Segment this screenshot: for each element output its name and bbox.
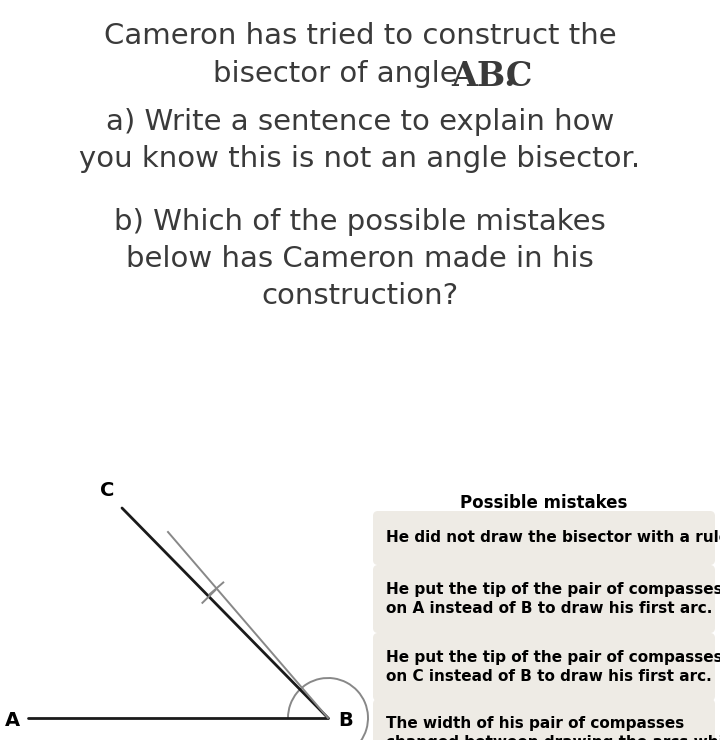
Text: bisector of angle: bisector of angle (213, 60, 467, 88)
FancyBboxPatch shape (373, 565, 715, 633)
Text: b) Which of the possible mistakes
below has Cameron made in his
construction?: b) Which of the possible mistakes below … (114, 208, 606, 309)
Text: Possible mistakes: Possible mistakes (460, 494, 628, 512)
FancyBboxPatch shape (373, 633, 715, 701)
Text: A: A (5, 710, 20, 730)
FancyBboxPatch shape (373, 699, 715, 740)
Text: C: C (99, 481, 114, 500)
Text: He put the tip of the pair of compasses
on A instead of B to draw his first arc.: He put the tip of the pair of compasses … (386, 582, 720, 616)
Text: bisector of angle      ABC.: bisector of angle ABC. (176, 60, 544, 88)
Text: The width of his pair of compasses
changed between drawing the arcs which...: The width of his pair of compasses chang… (386, 716, 720, 740)
Text: a) Write a sentence to explain how
you know this is not an angle bisector.: a) Write a sentence to explain how you k… (79, 108, 641, 173)
Text: He did not draw the bisector with a ruler.: He did not draw the bisector with a rule… (386, 531, 720, 545)
FancyBboxPatch shape (373, 511, 715, 565)
Text: ABC: ABC (451, 60, 532, 93)
Text: .: . (503, 60, 515, 93)
Text: He put the tip of the pair of compasses
on C instead of B to draw his first arc.: He put the tip of the pair of compasses … (386, 650, 720, 684)
Text: B: B (338, 710, 353, 730)
Text: Cameron has tried to construct the: Cameron has tried to construct the (104, 22, 616, 50)
